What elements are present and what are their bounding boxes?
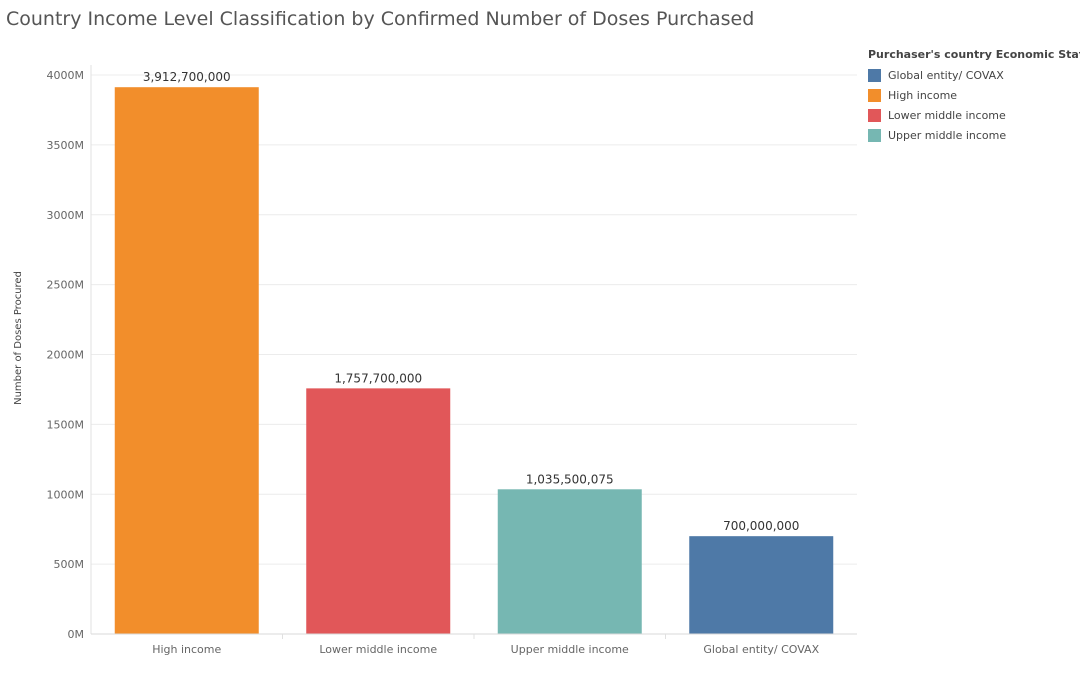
x-tick-label: Global entity/ COVAX (703, 643, 819, 656)
legend-label: High income (888, 88, 958, 102)
bar-value-label: 700,000,000 (723, 519, 799, 533)
y-tick-label: 3000M (47, 209, 85, 222)
bar-value-label: 1,757,700,000 (334, 371, 422, 385)
x-tick-label: Upper middle income (511, 643, 629, 656)
legend-title: Purchaser's country Economic Status (868, 48, 1080, 61)
gridlines (91, 74, 857, 565)
y-tick-label: 1000M (47, 488, 85, 501)
legend-swatch (868, 68, 881, 82)
bar (689, 536, 834, 634)
x-axis: High income Lower middle income Upper midd… (91, 633, 857, 656)
legend-item[interactable]: High income (868, 85, 1080, 105)
bar (497, 489, 642, 634)
legend: Purchaser's country Economic Status Glob… (868, 48, 1080, 145)
y-tick-label: 2500M (47, 279, 85, 292)
bars (114, 87, 834, 634)
chart-title: Country Income Level Classification by C… (6, 8, 755, 30)
y-tick-label: 0M (68, 628, 85, 641)
y-tick-label: 500M (54, 558, 85, 571)
legend-swatch (868, 128, 881, 142)
legend-item[interactable]: Upper middle income (868, 125, 1080, 145)
legend-item[interactable]: Global entity/ COVAX (868, 65, 1080, 85)
bar-value-label: 1,035,500,075 (526, 472, 614, 486)
x-tick-label: Lower middle income (319, 643, 437, 656)
bar-value-labels: 3,912,700,000 1,757,700,000 1,035,500,075 7… (143, 70, 800, 533)
legend-swatch (868, 88, 881, 102)
bar (306, 388, 451, 634)
bar-chart: 0M 500M 1000M 1500M 2000M 2500M 3000M 3500M 4000… (13, 65, 857, 656)
y-tick-label: 3500M (47, 139, 85, 152)
y-tick-label: 1500M (47, 418, 85, 431)
bar-value-label: 3,912,700,000 (143, 70, 231, 84)
legend-label: Global entity/ COVAX (888, 68, 1004, 82)
legend-label: Upper middle income (888, 128, 1007, 142)
legend-label: Lower middle income (888, 108, 1006, 122)
legend-swatch (868, 108, 881, 122)
x-tick-label: High income (152, 643, 221, 656)
y-tick-label: 2000M (47, 349, 85, 362)
legend-item[interactable]: Lower middle income (868, 105, 1080, 125)
y-axis-label: Number of Doses Procured (13, 271, 24, 405)
y-axis: 0M 500M 1000M 1500M 2000M 2500M 3000M 3500M 4000… (47, 65, 92, 641)
y-tick-label: 4000M (47, 69, 85, 82)
bar (114, 87, 259, 634)
